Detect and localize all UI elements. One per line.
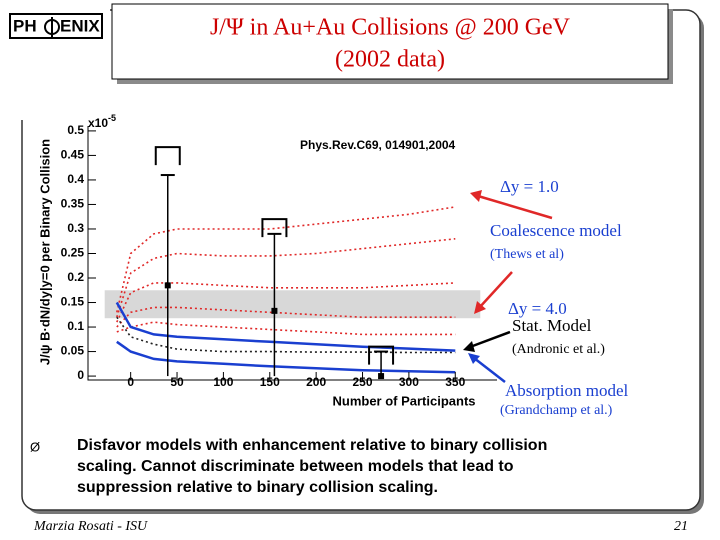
x-tick-label: 300 <box>399 375 419 389</box>
arrow <box>473 357 506 383</box>
annotation: (Grandchamp et al.) <box>500 403 613 418</box>
bullet-text: suppression relative to binary collision… <box>77 479 438 496</box>
model-curve <box>116 321 456 336</box>
y-axis-label: J/ψ B·dN/dy|y=0 per Binary Collision <box>37 139 52 365</box>
arrow-head <box>470 190 482 202</box>
y-tick-label: 0.1 <box>67 319 84 333</box>
x-tick-label: 350 <box>445 375 465 389</box>
y-tick-label: 0.2 <box>67 270 84 284</box>
footer-author: Marzia Rosati - ISU <box>33 519 148 534</box>
logo-box <box>9 13 103 39</box>
x-tick-label: 200 <box>306 375 326 389</box>
logo-text: PH <box>13 16 37 35</box>
y-tick-label: 0 <box>77 368 84 382</box>
data-point <box>378 373 385 380</box>
reference: Phys.Rev.C69, 014901,2004 <box>300 138 456 152</box>
x-tick-label: 250 <box>353 375 373 389</box>
data-point <box>164 282 171 289</box>
subtitle: (2002 data) <box>335 47 445 73</box>
model-curve <box>116 306 456 328</box>
axes <box>87 126 497 381</box>
arrow-head <box>474 301 486 314</box>
upper-limit <box>154 146 181 166</box>
reference-band <box>104 290 481 319</box>
bullet-text: Disfavor models with enhancement relativ… <box>77 437 547 454</box>
y-tick-label: 0.35 <box>61 197 85 211</box>
data-point <box>271 307 278 314</box>
y-tick-label: 0.25 <box>61 246 85 260</box>
arrow-head <box>463 341 475 352</box>
annotation: Δy = 4.0 <box>508 299 567 318</box>
x-tick-label: 0 <box>127 375 134 389</box>
model-curve <box>116 282 456 323</box>
annotation: (Thews et al) <box>490 247 564 262</box>
y-tick-label: 0.5 <box>67 123 84 137</box>
model-curve <box>116 340 456 374</box>
arrow <box>469 330 511 349</box>
title-box <box>111 3 669 80</box>
arrow-head <box>468 353 480 364</box>
x-axis-label: Number of Participants <box>332 393 475 408</box>
y-multiplier-base: x10 <box>88 116 108 130</box>
annotation: Δy = 1.0 <box>500 177 559 196</box>
y-tick-label: 0.3 <box>67 221 84 235</box>
logo-text: ENIX <box>60 16 100 35</box>
upper-limit <box>261 218 288 238</box>
page-number: 21 <box>674 519 688 534</box>
y-multiplier: x10-5 <box>88 113 116 130</box>
arrow <box>478 271 513 309</box>
annotation-arrows <box>463 190 553 383</box>
y-tick-label: 0.45 <box>61 148 85 162</box>
annotation: Absorption model <box>505 381 629 400</box>
arrow <box>477 194 553 220</box>
bullet-text: scaling. Cannot discriminate between mod… <box>77 458 514 475</box>
model-curve <box>116 238 456 318</box>
x-tick-label: 150 <box>260 375 280 389</box>
title: J/Ψ in Au+Au Collisions @ 200 GeV <box>210 15 571 41</box>
chart-background <box>32 122 500 412</box>
x-tick-label: 50 <box>170 375 184 389</box>
y-multiplier-exp: -5 <box>108 113 116 123</box>
y-tick-label: 0.4 <box>67 172 84 186</box>
annotation: Stat. Model <box>512 316 592 335</box>
chart: Phys.Rev.C69, 014901,2004 0 0.05 0.1 0.15 0.2… <box>37 113 497 408</box>
bullet-marker: Ø <box>30 439 40 454</box>
y-tick-label: 0.15 <box>61 295 85 309</box>
x-tick-label: 100 <box>213 375 233 389</box>
y-tick-label: 0.05 <box>61 344 85 358</box>
annotation: (Andronic et al.) <box>512 342 605 357</box>
model-curve <box>116 206 456 313</box>
annotation: Coalescence model <box>490 221 622 240</box>
upper-limit <box>368 345 395 365</box>
